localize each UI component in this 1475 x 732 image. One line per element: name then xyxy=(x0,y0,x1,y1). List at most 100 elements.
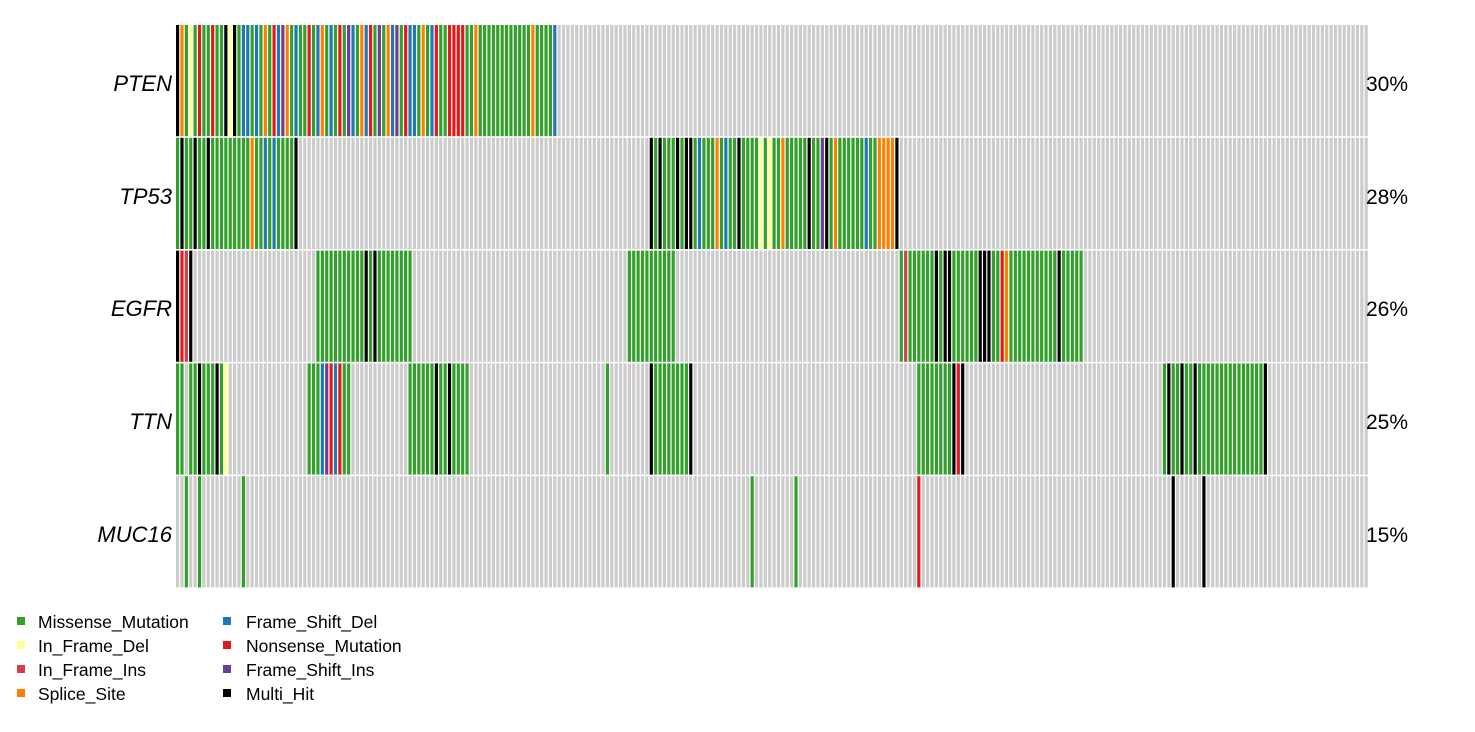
cell-ttn-empty xyxy=(1110,363,1114,475)
cell-muc16-empty xyxy=(1180,476,1184,588)
cell-muc16-empty xyxy=(882,476,886,588)
cell-muc16-empty xyxy=(1360,476,1364,588)
cell-egfr-empty xyxy=(561,250,566,362)
cell-muc16-empty xyxy=(1272,476,1276,588)
cell-pten-frame-shift-del xyxy=(412,25,417,137)
cell-ttn-missense-mutation xyxy=(930,363,934,475)
cell-egfr-empty xyxy=(811,250,816,362)
cell-egfr-empty xyxy=(1083,250,1088,362)
cell-pten-empty xyxy=(860,25,864,137)
cell-ttn-empty xyxy=(1040,363,1044,475)
cell-ttn-empty xyxy=(531,363,535,475)
cell-muc16-empty xyxy=(390,476,395,588)
cell-pten-empty xyxy=(1215,25,1219,137)
cell-ttn-missense-mutation xyxy=(316,363,320,475)
cell-ttn-empty xyxy=(1355,363,1360,475)
cell-tp53-empty xyxy=(500,137,504,249)
cell-tp53-empty xyxy=(1075,137,1079,249)
cell-egfr-empty xyxy=(754,250,759,362)
cell-ttn-empty xyxy=(557,363,561,475)
cell-tp53-missense-mutation xyxy=(772,137,776,249)
cell-tp53-empty xyxy=(342,137,346,249)
cell-tp53-empty xyxy=(1338,137,1342,249)
cell-egfr-empty xyxy=(456,250,460,362)
cell-ttn-empty xyxy=(1013,363,1017,475)
cell-tp53-splice-site xyxy=(877,137,881,249)
cell-egfr-empty xyxy=(504,250,509,362)
cell-ttn-empty xyxy=(860,363,864,475)
cell-pten-empty xyxy=(1154,25,1158,137)
cell-muc16-empty xyxy=(469,476,474,588)
cell-pten-missense-mutation xyxy=(443,25,447,137)
cell-muc16-empty xyxy=(1127,476,1131,588)
cell-tp53-empty xyxy=(1022,137,1026,249)
cell-tp53-splice-site xyxy=(886,137,890,249)
cell-ttn-empty xyxy=(614,363,618,475)
cell-muc16-empty xyxy=(395,476,399,588)
cell-ttn-empty xyxy=(969,363,974,475)
cell-tp53-missense-mutation xyxy=(176,137,180,249)
cell-tp53-empty xyxy=(1110,137,1114,249)
cell-pten-empty xyxy=(926,25,930,137)
cell-ttn-missense-mutation xyxy=(1219,363,1224,475)
cell-pten-empty xyxy=(697,25,702,137)
cell-egfr-empty xyxy=(741,250,745,362)
cell-egfr-empty xyxy=(1259,250,1263,362)
cell-tp53-missense-mutation xyxy=(281,137,285,249)
cell-muc16-empty xyxy=(1338,476,1342,588)
cell-muc16-empty xyxy=(1176,476,1180,588)
cell-tp53-empty xyxy=(1263,137,1267,249)
cell-muc16-empty xyxy=(237,476,241,588)
cell-pten-missense-mutation xyxy=(526,25,531,137)
cell-pten-empty xyxy=(728,25,732,137)
cell-ttn-empty xyxy=(719,363,724,475)
cell-tp53-missense-mutation xyxy=(202,137,206,249)
cell-tp53-missense-mutation xyxy=(259,137,263,249)
cell-egfr-empty xyxy=(1140,250,1145,362)
cell-ttn-empty xyxy=(360,363,364,475)
cell-muc16-missense-mutation xyxy=(197,476,202,588)
cell-muc16-empty xyxy=(1228,476,1232,588)
cell-tp53-empty xyxy=(1303,137,1307,249)
cell-egfr-empty xyxy=(768,250,772,362)
cell-pten-frame-shift-del xyxy=(351,25,355,137)
cell-ttn-missense-mutation xyxy=(947,363,952,475)
cell-muc16-empty xyxy=(1215,476,1219,588)
cell-egfr-empty xyxy=(303,250,307,362)
cell-tp53-missense-mutation xyxy=(290,137,294,249)
cell-tp53-empty xyxy=(1272,137,1276,249)
cell-muc16-empty xyxy=(281,476,285,588)
cell-egfr-empty xyxy=(1149,250,1153,362)
cell-egfr-empty xyxy=(597,250,601,362)
cell-egfr-missense-mutation xyxy=(1079,250,1083,362)
cell-tp53-empty xyxy=(939,137,943,249)
cell-ttn-multi-hit xyxy=(689,363,693,475)
cell-tp53-missense-mutation xyxy=(728,137,732,249)
cell-ttn-empty xyxy=(469,363,474,475)
cell-egfr-empty xyxy=(1092,250,1096,362)
cell-tp53-empty xyxy=(1197,137,1202,249)
cell-pten-empty xyxy=(561,25,566,137)
cell-egfr-missense-mutation xyxy=(377,250,381,362)
cell-ttn-empty xyxy=(1290,363,1294,475)
cell-ttn-missense-mutation xyxy=(1237,363,1241,475)
cell-muc16-empty xyxy=(746,476,750,588)
cell-muc16-empty xyxy=(768,476,772,588)
cell-muc16-empty xyxy=(246,476,250,588)
cell-pten-empty xyxy=(1338,25,1342,137)
cell-tp53-missense-mutation xyxy=(719,137,724,249)
cell-pten-empty xyxy=(798,25,803,137)
cell-ttn-empty xyxy=(395,363,399,475)
cell-ttn-empty xyxy=(1294,363,1298,475)
cell-muc16-empty xyxy=(553,476,557,588)
cell-pten-empty xyxy=(1079,25,1083,137)
cell-muc16-empty xyxy=(1101,476,1105,588)
cell-tp53-empty xyxy=(1053,137,1057,249)
cell-egfr-empty xyxy=(847,250,851,362)
cell-tp53-empty xyxy=(614,137,618,249)
cell-egfr-missense-mutation xyxy=(996,250,1000,362)
cell-egfr-missense-mutation xyxy=(632,250,636,362)
cell-pten-empty xyxy=(939,25,943,137)
cell-pten-empty xyxy=(1075,25,1079,137)
cell-pten-empty xyxy=(1061,25,1066,137)
